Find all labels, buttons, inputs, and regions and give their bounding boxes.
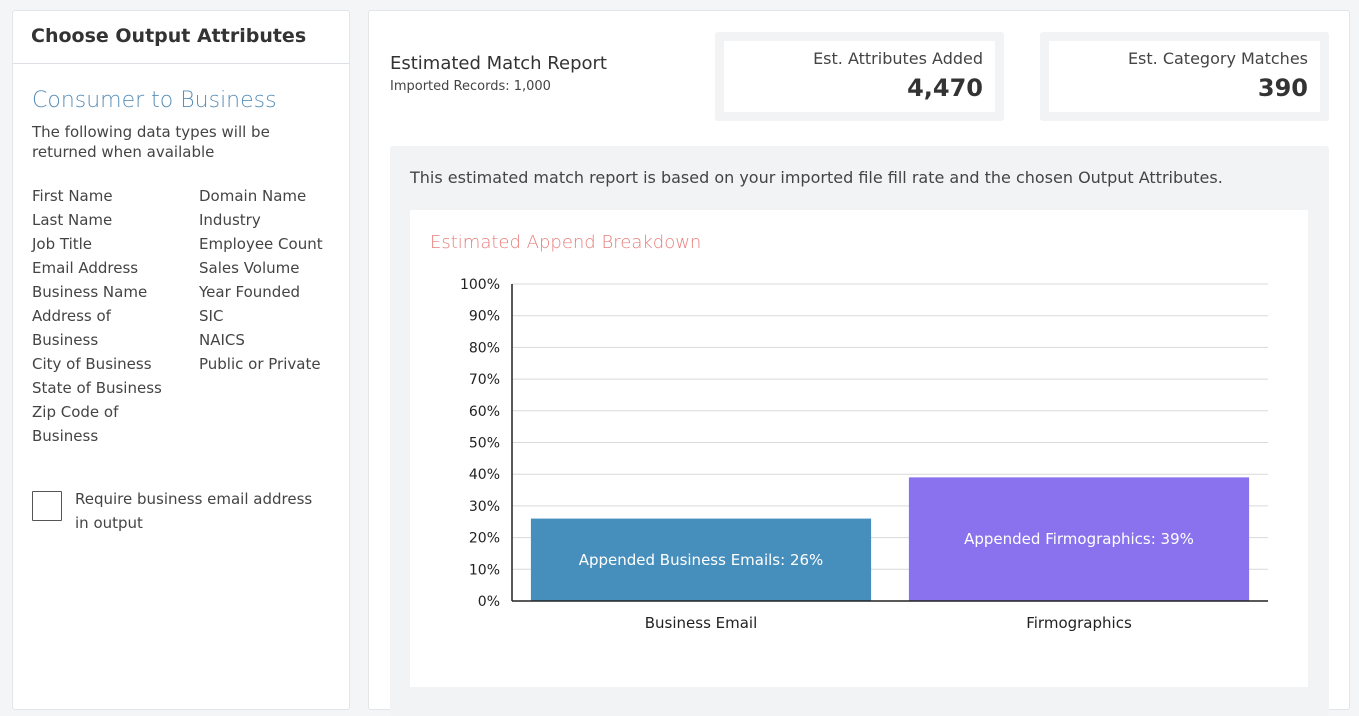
attribute-item: First Name: [32, 187, 113, 205]
attribute-item: Year Founded: [199, 283, 301, 301]
stat-value: 390: [1257, 74, 1308, 102]
chart-canvas: 0% 10% 20% 30% 40% 50% 60% 70% 80% 90% 100% Appende…: [460, 277, 1268, 632]
y-tick-label: 50%: [469, 436, 500, 452]
y-tick-label: 10%: [469, 562, 500, 578]
output-attributes-panel: Choose Output Attributes Consumer to Bus…: [12, 10, 350, 710]
require-email-label[interactable]: Require business email address in output: [75, 490, 313, 532]
bar[interactable]: [908, 477, 1250, 601]
y-tick-label: 70%: [469, 372, 500, 388]
x-category-label: Firmographics: [1026, 614, 1132, 632]
y-tick-label: 100%: [460, 277, 500, 293]
attribute-item: Zip Code of Business: [32, 403, 119, 445]
attributes-added-card: Est. Attributes Added 4,470: [715, 32, 1004, 121]
bar-data-label: Appended Business Emails: 26%: [579, 551, 824, 569]
y-tick-label: 60%: [469, 404, 500, 420]
y-tick-label: 90%: [469, 309, 500, 325]
stat-value: 4,470: [907, 74, 983, 102]
imported-records: Imported Records: 1,000: [390, 79, 551, 94]
report-note: This estimated match report is based on …: [410, 168, 1223, 187]
attribute-item: Last Name: [32, 211, 113, 229]
category-matches-card: Est. Category Matches 390: [1040, 32, 1329, 121]
attribute-item: Address of Business: [32, 307, 111, 349]
attribute-list: First Name Last Name Job Title Email Add…: [32, 184, 349, 448]
panel-title: Choose Output Attributes: [13, 11, 349, 64]
attribute-item: Domain Name: [199, 187, 307, 205]
section-title: Consumer to Business: [32, 88, 277, 113]
require-email-checkbox[interactable]: [32, 491, 62, 521]
attribute-item: Business Name: [32, 283, 148, 301]
match-report-panel: Estimated Match Report Imported Records:…: [368, 10, 1350, 716]
attribute-item: Sales Volume: [199, 259, 300, 277]
attribute-item: Job Title: [32, 235, 93, 253]
append-breakdown-chart: Estimated Append Breakdown 0% 10% 20% 30% 40…: [410, 210, 1308, 687]
stat-label: Est. Category Matches: [1127, 49, 1308, 68]
y-tick-label: 30%: [469, 499, 500, 515]
require-email-option[interactable]: Require business email address in output: [32, 487, 349, 535]
attribute-item: Employee Count: [199, 235, 323, 253]
attribute-column-1: First Name Last Name Job Title Email Add…: [32, 184, 199, 448]
report-area: This estimated match report is based on …: [390, 146, 1329, 716]
report-title: Estimated Match Report: [390, 53, 607, 74]
attribute-item: Public or Private: [199, 355, 321, 373]
y-tick-label: 80%: [469, 340, 500, 356]
attribute-item: City of Business: [32, 355, 152, 373]
attribute-item: NAICS: [199, 331, 245, 349]
attribute-item: Industry: [199, 211, 261, 229]
bar[interactable]: [530, 518, 872, 601]
y-tick-label: 0%: [478, 594, 500, 610]
chart-title: Estimated Append Breakdown: [430, 232, 702, 253]
y-tick-label: 40%: [469, 467, 500, 483]
x-category-label: Business Email: [645, 614, 758, 632]
stat-label: Est. Attributes Added: [813, 49, 983, 68]
attribute-column-2: Domain Name Industry Employee Count Sale…: [199, 184, 339, 448]
attribute-item: SIC: [199, 307, 224, 325]
section-description: The following data types will be returne…: [32, 123, 270, 161]
bar-data-label: Appended Firmographics: 39%: [964, 530, 1194, 548]
attribute-item: State of Business: [32, 379, 162, 397]
attribute-item: Email Address: [32, 259, 139, 277]
y-tick-label: 20%: [469, 531, 500, 547]
